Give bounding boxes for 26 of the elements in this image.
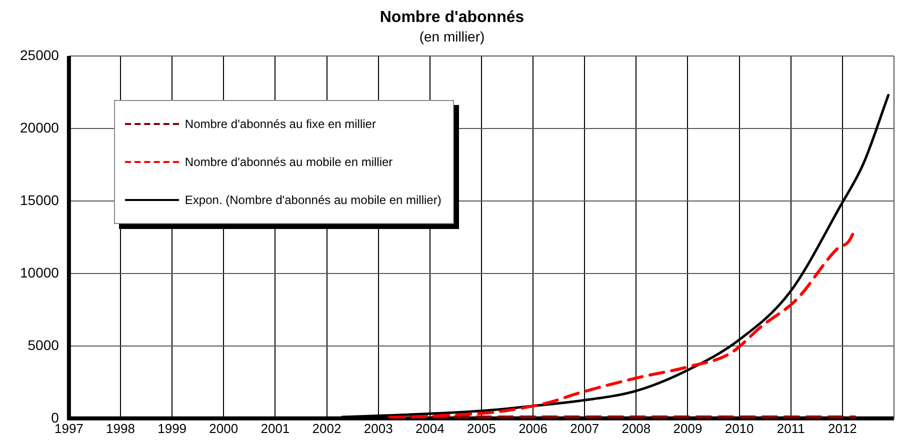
x-tick-label: 1999 xyxy=(158,420,187,436)
x-tick-label: 2005 xyxy=(467,420,496,436)
x-tick-label: 2007 xyxy=(570,420,600,436)
x-tick-label: 2003 xyxy=(364,420,393,436)
chart-title: Nombre d'abonnés xyxy=(380,9,524,26)
y-tick-label: 15000 xyxy=(20,192,60,208)
x-tick-label: 2002 xyxy=(312,420,342,436)
x-tick-label: 2001 xyxy=(260,420,290,436)
x-tick-label: 2000 xyxy=(209,420,238,436)
legend-label: Nombre d'abonnés au mobile en millier xyxy=(184,155,393,169)
legend-label: Expon. (Nombre d'abonnés au mobile en millier) xyxy=(184,193,442,207)
x-tick-label: 2012 xyxy=(828,420,857,436)
x-tick-label: 1998 xyxy=(106,420,135,436)
y-tick-label: 20000 xyxy=(20,119,60,136)
y-tick-label: 25000 xyxy=(20,46,60,63)
x-tick-label: 2008 xyxy=(622,420,651,436)
x-tick-label: 2006 xyxy=(518,420,548,436)
legend-label: Nombre d'abonnés au fixe en millier xyxy=(184,117,376,131)
x-tick-label: 2004 xyxy=(415,420,444,436)
x-tick-label: 2010 xyxy=(724,420,754,436)
chart-subtitle: (en millier) xyxy=(419,28,485,44)
y-tick-label: 5000 xyxy=(28,336,60,353)
y-tick-label: 0 xyxy=(51,409,60,426)
x-tick-label: 2009 xyxy=(673,420,702,436)
x-tick-label: 2011 xyxy=(776,420,805,436)
y-tick-label: 10000 xyxy=(20,264,60,280)
